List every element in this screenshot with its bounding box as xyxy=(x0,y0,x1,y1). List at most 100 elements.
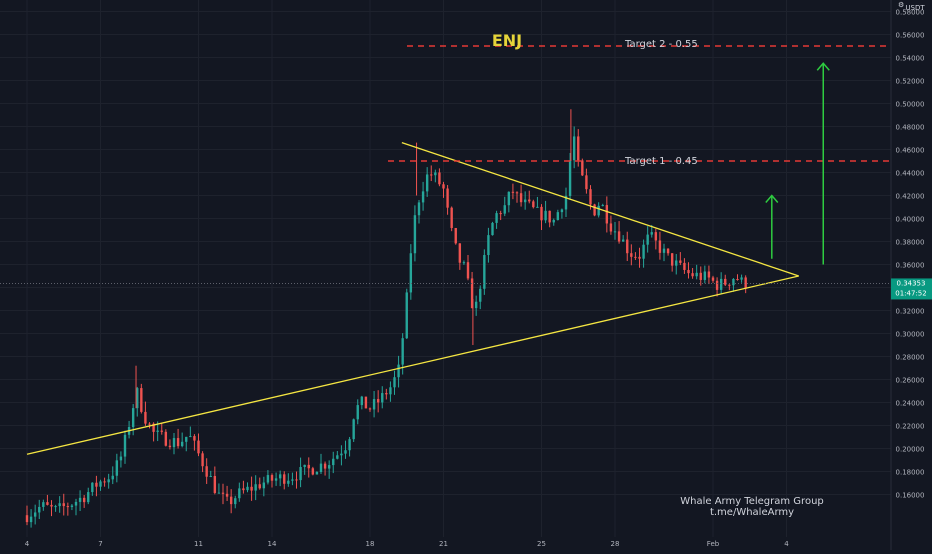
y-tick-label: 0.54000 xyxy=(896,55,925,63)
candle-body xyxy=(585,175,588,190)
candle-body xyxy=(683,262,686,270)
candle-body xyxy=(82,497,86,503)
candle-body xyxy=(719,278,723,290)
trendline-upper-resistance[interactable] xyxy=(401,141,799,277)
candle-body xyxy=(131,408,135,428)
candle-body xyxy=(278,474,282,479)
grid xyxy=(0,0,891,537)
candle-body xyxy=(564,195,568,210)
candle-body xyxy=(609,223,613,232)
x-tick-label: 4 xyxy=(25,540,30,548)
candle-body xyxy=(299,466,302,481)
candle-body xyxy=(107,479,110,483)
y-tick-label: 0.52000 xyxy=(896,78,925,86)
candle-body xyxy=(650,232,653,235)
candle-body xyxy=(483,255,486,289)
y-tick-label: 0.32000 xyxy=(896,308,925,316)
candle-body xyxy=(295,479,298,481)
candle-body xyxy=(556,212,560,220)
x-tick-label: Feb xyxy=(707,540,720,548)
candle-body xyxy=(70,505,74,507)
candle-body xyxy=(662,248,666,253)
y-tick-label: 0.50000 xyxy=(896,101,925,109)
y-tick-label: 0.58000 xyxy=(896,9,925,17)
target-2-label: Target 2 - 0.55 xyxy=(624,39,698,50)
candle-body xyxy=(266,475,270,483)
candle-body xyxy=(246,486,249,491)
candle-body xyxy=(458,243,462,263)
candle-body xyxy=(50,504,53,507)
candle-body xyxy=(732,278,735,286)
candle-body xyxy=(691,273,694,277)
price-scale[interactable] xyxy=(891,0,932,550)
candle-body xyxy=(577,136,580,161)
candle-body xyxy=(180,441,184,447)
candle-body xyxy=(115,460,119,476)
trendline-lower-support[interactable] xyxy=(26,275,799,455)
candle-body xyxy=(699,272,702,280)
candle-body xyxy=(274,478,278,481)
candle-body xyxy=(519,193,523,203)
candle-body xyxy=(744,277,747,289)
candle-body xyxy=(507,191,511,206)
candle-body xyxy=(675,260,678,266)
candle-body xyxy=(703,271,707,280)
candle-body xyxy=(144,411,147,424)
target-1-label: Target 1 - 0.45 xyxy=(624,156,698,167)
target-lines xyxy=(388,45,891,162)
candle-body xyxy=(491,222,494,236)
y-tick-label: 0.56000 xyxy=(896,32,925,40)
y-tick-label: 0.44000 xyxy=(896,170,925,178)
candle-body xyxy=(397,364,400,378)
candle-body xyxy=(434,172,437,176)
candle-body xyxy=(372,399,376,410)
candle-body xyxy=(229,496,233,505)
candle-body xyxy=(450,207,453,228)
candle-body xyxy=(238,488,241,499)
candle-body xyxy=(466,262,470,279)
candle-body xyxy=(552,219,555,223)
candle-body xyxy=(140,388,143,412)
watermark-line-2: t.me/WhaleArmy xyxy=(710,507,794,518)
candle-body xyxy=(364,396,368,409)
candle-body xyxy=(319,463,323,472)
x-tick-label: 4 xyxy=(784,540,789,548)
candle-body xyxy=(42,502,45,507)
candle-body xyxy=(654,232,658,241)
x-tick-label: 25 xyxy=(537,540,546,548)
x-tick-label: 14 xyxy=(268,540,277,548)
candle-body xyxy=(262,482,266,489)
candle-body xyxy=(254,484,257,491)
candle-body xyxy=(532,201,535,208)
candle-body xyxy=(213,476,217,493)
candle-body xyxy=(54,506,57,508)
candle-body xyxy=(601,205,604,207)
candle-body xyxy=(152,423,155,432)
candle-body xyxy=(287,480,290,484)
candle-body xyxy=(119,456,123,461)
candle-body xyxy=(658,240,662,253)
x-tick-label: 11 xyxy=(194,540,203,548)
candle-body xyxy=(638,256,641,259)
x-tick-label: 7 xyxy=(98,540,102,548)
chart-settings-icon[interactable]: ⚙ xyxy=(898,1,904,9)
candle-countdown: 01:47:52 xyxy=(895,289,926,297)
candle-body xyxy=(91,482,94,493)
candle-body xyxy=(291,479,294,481)
candle-body xyxy=(626,239,629,254)
candle-body xyxy=(503,205,506,214)
candle-body xyxy=(715,280,719,290)
candle-body xyxy=(605,205,609,224)
watermark-line-1: Whale Army Telegram Group xyxy=(680,496,824,507)
candle-body xyxy=(409,253,413,293)
candle-body xyxy=(511,191,515,193)
trendlines xyxy=(26,141,799,455)
candle-body xyxy=(560,209,564,213)
y-tick-label: 0.30000 xyxy=(896,331,925,339)
candle-body xyxy=(250,486,253,491)
y-axis-ticks: 0.58000 0.56000 0.54000 0.52000 0.50000 0.480… xyxy=(896,9,925,500)
candle-body xyxy=(646,234,649,245)
candle-body xyxy=(523,199,527,203)
